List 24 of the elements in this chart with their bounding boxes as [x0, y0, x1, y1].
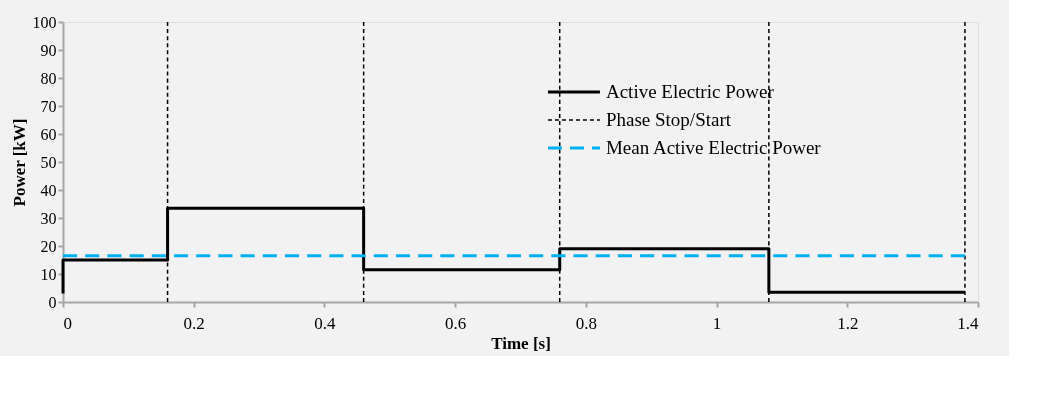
legend-label: Mean Active Electric Power: [605, 137, 822, 158]
y-tick-label: 40: [40, 181, 57, 199]
x-tick-label: 0: [63, 313, 72, 333]
x-tick-label: 1.2: [837, 313, 859, 333]
y-tick-label: 70: [40, 97, 57, 115]
x-tick-label: 0.6: [445, 313, 467, 333]
y-tick-label: 50: [40, 153, 57, 171]
y-tick-label: 90: [40, 41, 57, 59]
x-tick-label: 0.2: [183, 313, 205, 333]
y-tick-label: 30: [40, 209, 57, 227]
x-tick-label: 0.4: [314, 313, 337, 333]
x-tick-label: 1: [712, 313, 722, 333]
legend-label: Phase Stop/Start: [605, 109, 732, 130]
legend-label: Active Electric Power: [605, 81, 775, 102]
x-axis-title: Time [s]: [491, 333, 551, 353]
y-tick-label: 100: [32, 13, 57, 31]
x-tick-label: 0.8: [575, 313, 597, 333]
y-tick-label: 20: [40, 237, 57, 255]
y-axis-title: Power [kW]: [9, 118, 29, 207]
y-tick-label: 10: [40, 265, 57, 283]
y-tick-label: 80: [40, 69, 57, 87]
y-tick-label: 60: [40, 125, 57, 143]
x-tick-label: 1.4: [957, 313, 979, 333]
y-tick-label: 0: [48, 293, 57, 311]
